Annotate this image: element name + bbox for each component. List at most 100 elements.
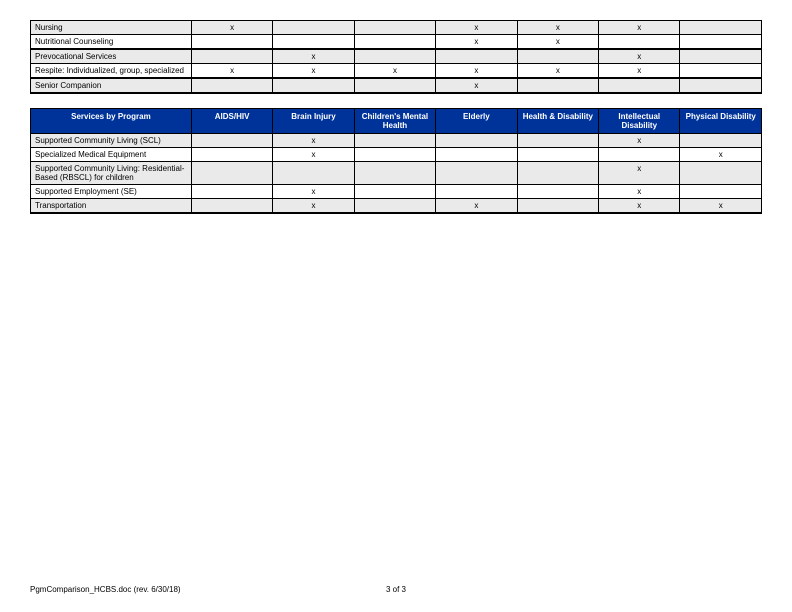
cell bbox=[517, 134, 598, 148]
cell bbox=[680, 185, 762, 199]
cell: x bbox=[599, 64, 680, 79]
cell bbox=[680, 21, 762, 35]
row-label: Specialized Medical Equipment bbox=[31, 148, 192, 162]
cell bbox=[273, 35, 354, 50]
footer-filename: PgmComparison_HCBS.doc (rev. 6/30/18) bbox=[30, 585, 181, 594]
cell bbox=[436, 162, 517, 185]
cell: x bbox=[436, 78, 517, 93]
cell bbox=[191, 199, 272, 214]
cell: x bbox=[273, 49, 354, 64]
cell: x bbox=[599, 134, 680, 148]
cell bbox=[680, 134, 762, 148]
cell bbox=[191, 78, 272, 93]
row-label: Supported Community Living: Residential-… bbox=[31, 162, 192, 185]
table-row: Supported Community Living: Residential-… bbox=[31, 162, 762, 185]
row-label: Transportation bbox=[31, 199, 192, 214]
cell bbox=[599, 35, 680, 50]
column-header: Elderly bbox=[436, 109, 517, 134]
column-header: Health & Disability bbox=[517, 109, 598, 134]
cell: x bbox=[517, 35, 598, 50]
row-label: Prevocational Services bbox=[31, 49, 192, 64]
cell: x bbox=[599, 162, 680, 185]
table-row: Nursingxxxx bbox=[31, 21, 762, 35]
cell bbox=[680, 78, 762, 93]
row-label: Nutritional Counseling bbox=[31, 35, 192, 50]
row-label: Respite: Individualized, group, speciali… bbox=[31, 64, 192, 79]
cell: x bbox=[354, 64, 435, 79]
cell bbox=[517, 148, 598, 162]
cell bbox=[354, 35, 435, 50]
cell bbox=[517, 185, 598, 199]
cell bbox=[436, 134, 517, 148]
cell: x bbox=[599, 21, 680, 35]
cell bbox=[680, 49, 762, 64]
table-row: Senior Companion x bbox=[31, 78, 762, 93]
cell bbox=[517, 78, 598, 93]
cell bbox=[354, 78, 435, 93]
cell bbox=[680, 35, 762, 50]
column-header: Services by Program bbox=[31, 109, 192, 134]
column-header: Intellectual Disability bbox=[599, 109, 680, 134]
cell bbox=[599, 78, 680, 93]
cell: x bbox=[599, 185, 680, 199]
table-row: Transportationxxxx bbox=[31, 199, 762, 214]
cell bbox=[273, 162, 354, 185]
cell: x bbox=[191, 64, 272, 79]
cell: x bbox=[436, 199, 517, 214]
cell: x bbox=[436, 35, 517, 50]
page-footer: PgmComparison_HCBS.doc (rev. 6/30/18) 3 … bbox=[30, 585, 762, 594]
cell: x bbox=[273, 148, 354, 162]
cell bbox=[191, 134, 272, 148]
cell bbox=[680, 64, 762, 79]
cell: x bbox=[273, 134, 354, 148]
cell bbox=[599, 148, 680, 162]
cell bbox=[354, 148, 435, 162]
cell bbox=[436, 49, 517, 64]
cell bbox=[354, 49, 435, 64]
column-header: Children's Mental Health bbox=[354, 109, 435, 134]
services-table-bottom: Services by ProgramAIDS/HIVBrain InjuryC… bbox=[30, 108, 762, 214]
cell bbox=[191, 162, 272, 185]
cell bbox=[354, 21, 435, 35]
cell: x bbox=[517, 21, 598, 35]
table-row: Supported Employment (SE) x x bbox=[31, 185, 762, 199]
table-row: Respite: Individualized, group, speciali… bbox=[31, 64, 762, 79]
cell bbox=[191, 35, 272, 50]
cell: x bbox=[436, 64, 517, 79]
column-header: Brain Injury bbox=[273, 109, 354, 134]
cell bbox=[517, 162, 598, 185]
column-header: Physical Disability bbox=[680, 109, 762, 134]
cell bbox=[680, 162, 762, 185]
cell bbox=[517, 49, 598, 64]
cell: x bbox=[680, 199, 762, 214]
cell: x bbox=[273, 199, 354, 214]
cell: x bbox=[517, 64, 598, 79]
row-label: Supported Community Living (SCL) bbox=[31, 134, 192, 148]
row-label: Nursing bbox=[31, 21, 192, 35]
footer-page-number: 3 of 3 bbox=[386, 585, 406, 594]
cell bbox=[517, 199, 598, 214]
cell: x bbox=[680, 148, 762, 162]
cell bbox=[191, 49, 272, 64]
cell bbox=[191, 185, 272, 199]
cell: x bbox=[273, 185, 354, 199]
cell: x bbox=[599, 199, 680, 214]
cell bbox=[436, 148, 517, 162]
cell bbox=[354, 134, 435, 148]
cell bbox=[354, 162, 435, 185]
cell bbox=[354, 199, 435, 214]
cell: x bbox=[436, 21, 517, 35]
cell: x bbox=[273, 64, 354, 79]
cell bbox=[436, 185, 517, 199]
services-table-top: NursingxxxxNutritional CounselingxxPrevo… bbox=[30, 20, 762, 94]
table-row: Nutritional Counseling xx bbox=[31, 35, 762, 50]
cell bbox=[273, 78, 354, 93]
cell: x bbox=[191, 21, 272, 35]
column-header: AIDS/HIV bbox=[191, 109, 272, 134]
row-label: Senior Companion bbox=[31, 78, 192, 93]
table-row: Specialized Medical Equipment x x bbox=[31, 148, 762, 162]
cell: x bbox=[599, 49, 680, 64]
table-row: Prevocational Services x x bbox=[31, 49, 762, 64]
row-label: Supported Employment (SE) bbox=[31, 185, 192, 199]
cell bbox=[273, 21, 354, 35]
